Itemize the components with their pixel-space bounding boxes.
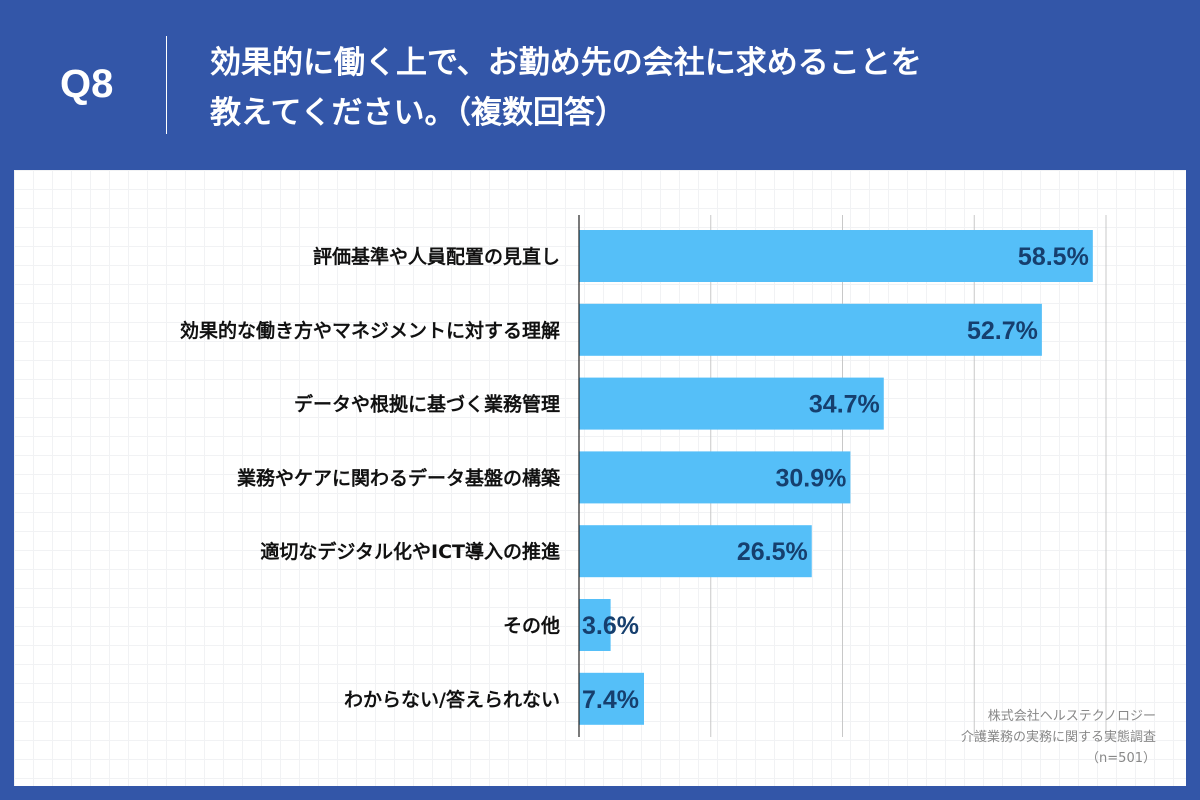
bar (579, 377, 884, 430)
bar (579, 599, 611, 651)
title-line-2: 教えてください。（複数回答） (210, 95, 627, 131)
category-label: データや根拠に基づく業務管理 (294, 393, 560, 416)
data-label: 3.6% (582, 612, 639, 640)
data-label: 34.7% (809, 391, 880, 419)
header-divider (166, 36, 167, 134)
category-label: 効果的な働き方やマネジメントに対する理解 (180, 319, 560, 342)
footnote-company: 株式会社ヘルステクノロジー (987, 709, 1156, 724)
question-number: Q8 (60, 62, 114, 106)
category-label: 適切なデジタル化やICT導入の推進 (260, 540, 560, 563)
footnote: 株式会社ヘルステクノロジー 介護業務の実務に関する実態調査 （n=501） (961, 706, 1156, 769)
data-label: 52.7% (967, 317, 1038, 345)
data-label: 26.5% (737, 538, 808, 566)
question-title: 効果的に働く上で、お勤め先の会社に求めることを 教えてください。（複数回答） (210, 38, 1170, 138)
bar (579, 672, 644, 725)
bar (579, 303, 1042, 356)
footnote-sample: （n=501） (1086, 751, 1156, 766)
category-label: わからない/答えられない (344, 688, 560, 711)
category-label: 評価基準や人員配置の見直し (313, 245, 560, 268)
footnote-survey: 介護業務の実務に関する実態調査 (960, 730, 1156, 745)
category-label: 業務やケアに関わるデータ基盤の構築 (236, 466, 561, 489)
bar (579, 525, 812, 578)
title-line-1: 効果的に働く上で、お勤め先の会社に求めることを (210, 45, 922, 81)
data-label: 30.9% (776, 464, 847, 492)
data-label: 7.4% (582, 686, 639, 714)
data-label: 58.5% (1018, 243, 1089, 271)
bar (579, 230, 1093, 282)
category-label: その他 (503, 614, 560, 637)
bar (579, 451, 851, 504)
